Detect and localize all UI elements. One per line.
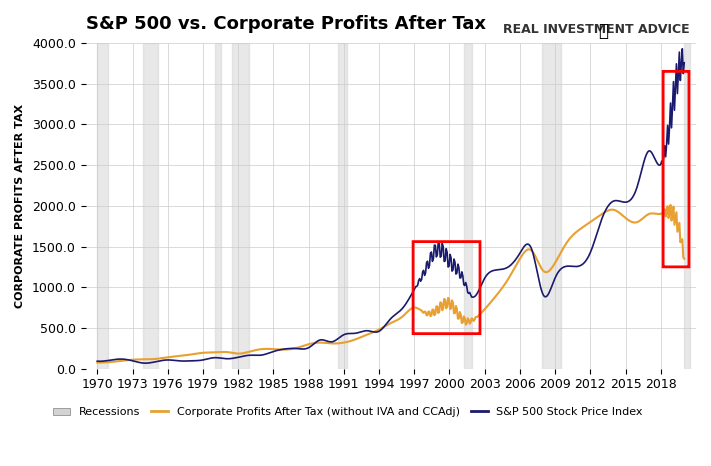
Corporate Profits After Tax (without IVA and CCAdj)	[486, 300, 494, 306]
S&P 500 Stock Price Index	[536, 283, 545, 288]
S&P 500 Stock Price Index	[93, 358, 102, 364]
Corporate Profits After Tax (without IVA and CCAdj)	[666, 202, 675, 208]
S&P 500 Stock Price Index	[141, 360, 149, 366]
Line: S&P 500 Stock Price Index: S&P 500 Stock Price Index	[97, 49, 684, 363]
Bar	[338, 43, 347, 369]
Corporate Profits After Tax (without IVA and CCAdj)	[245, 349, 253, 355]
Corporate Profits After Tax (without IVA and CCAdj)	[440, 296, 449, 302]
Bar	[542, 43, 561, 369]
Bar	[464, 43, 472, 369]
Text: REAL INVESTMENT ADVICE: REAL INVESTMENT ADVICE	[503, 23, 690, 36]
Corporate Profits After Tax (without IVA and CCAdj)	[95, 360, 104, 365]
Corporate Profits After Tax (without IVA and CCAdj)	[198, 350, 206, 356]
Bar	[232, 43, 249, 369]
Line: Corporate Profits After Tax (without IVA and CCAdj): Corporate Profits After Tax (without IVA…	[97, 205, 684, 363]
S&P 500 Stock Price Index	[678, 46, 687, 52]
S&P 500 Stock Price Index	[440, 259, 449, 264]
Bar	[144, 43, 158, 369]
Bar	[684, 43, 690, 369]
Corporate Profits After Tax (without IVA and CCAdj)	[536, 263, 545, 269]
S&P 500 Stock Price Index	[198, 357, 206, 363]
Bar	[215, 43, 220, 369]
Text: S&P 500 vs. Corporate Profits After Tax: S&P 500 vs. Corporate Profits After Tax	[85, 15, 486, 33]
S&P 500 Stock Price Index	[680, 60, 688, 66]
Text: 🛡: 🛡	[599, 22, 609, 40]
S&P 500 Stock Price Index	[486, 269, 494, 274]
Y-axis label: CORPORATE PROFITS AFTER TAX: CORPORATE PROFITS AFTER TAX	[15, 104, 25, 308]
S&P 500 Stock Price Index	[245, 352, 253, 358]
Corporate Profits After Tax (without IVA and CCAdj)	[680, 256, 688, 261]
Corporate Profits After Tax (without IVA and CCAdj)	[360, 333, 368, 339]
Legend: Recessions, Corporate Profits After Tax (without IVA and CCAdj), S&P 500 Stock P: Recessions, Corporate Profits After Tax …	[49, 403, 647, 422]
Bar	[97, 43, 108, 369]
S&P 500 Stock Price Index	[360, 328, 368, 334]
Corporate Profits After Tax (without IVA and CCAdj)	[93, 360, 102, 365]
